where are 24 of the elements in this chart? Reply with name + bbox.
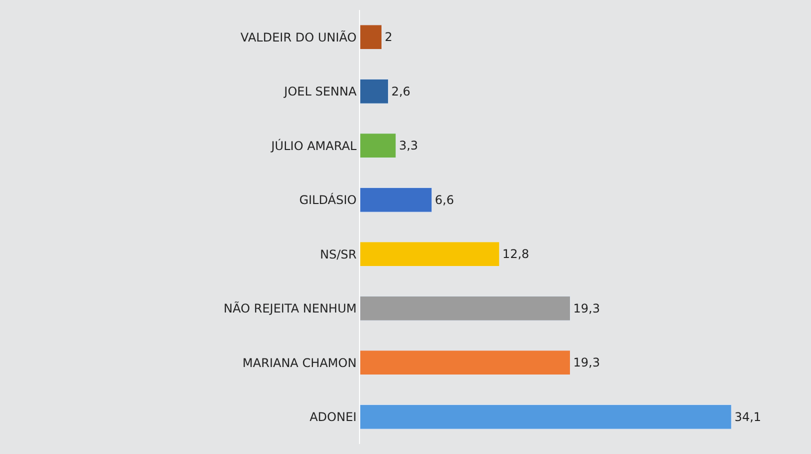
y-tick-label: NÃO REJEITA NENHUM <box>224 300 357 316</box>
bar <box>360 350 570 376</box>
y-tick-label: NS/SR <box>320 247 357 262</box>
y-tick-label: JÚLIO AMARAL <box>270 138 357 153</box>
bar <box>360 24 382 50</box>
bar <box>360 242 500 267</box>
data-label: 34,1 <box>734 410 762 424</box>
data-label: 12,8 <box>502 247 530 262</box>
data-label: 3,3 <box>398 138 418 153</box>
data-label: 2,6 <box>391 84 410 98</box>
bar <box>360 133 396 158</box>
bar <box>360 404 732 430</box>
bar <box>360 187 432 212</box>
bar <box>360 78 389 104</box>
y-tick-label: ADONEI <box>310 410 357 424</box>
y-tick-label: JOEL SENNA <box>283 84 358 99</box>
y-tick-label: VALDEIR DO UNIÃO <box>240 29 357 44</box>
bar <box>360 296 570 321</box>
data-label: 19,3 <box>573 356 600 370</box>
data-label: 2 <box>384 30 392 44</box>
data-label: 6,6 <box>434 192 454 207</box>
y-tick-label: GILDÁSIO <box>299 192 357 208</box>
y-tick-label: MARIANA CHAMON <box>242 356 357 370</box>
data-label: 19,3 <box>573 301 600 316</box>
